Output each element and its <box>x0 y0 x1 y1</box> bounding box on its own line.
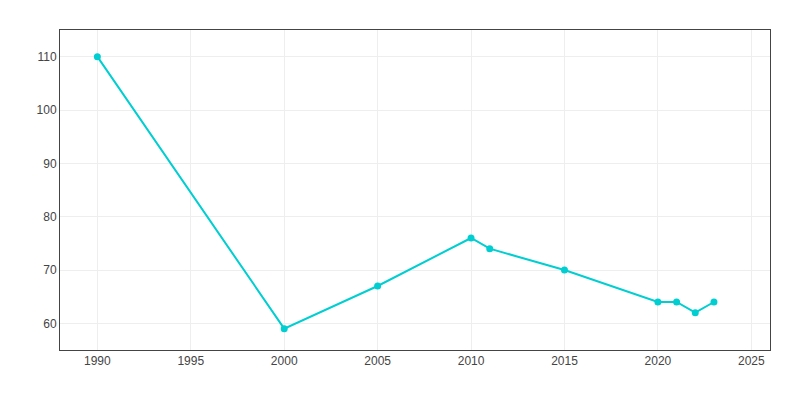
svg-text:2000: 2000 <box>271 354 298 368</box>
svg-text:2010: 2010 <box>458 354 485 368</box>
svg-text:2015: 2015 <box>551 354 578 368</box>
svg-text:2005: 2005 <box>364 354 391 368</box>
svg-text:100: 100 <box>37 103 57 117</box>
svg-text:2025: 2025 <box>738 354 765 368</box>
svg-text:70: 70 <box>43 263 57 277</box>
svg-text:60: 60 <box>43 317 57 331</box>
svg-text:2020: 2020 <box>645 354 672 368</box>
svg-text:80: 80 <box>43 210 57 224</box>
svg-text:1990: 1990 <box>84 354 111 368</box>
svg-text:90: 90 <box>43 157 57 171</box>
svg-text:110: 110 <box>37 50 56 64</box>
svg-text:1995: 1995 <box>177 354 204 368</box>
